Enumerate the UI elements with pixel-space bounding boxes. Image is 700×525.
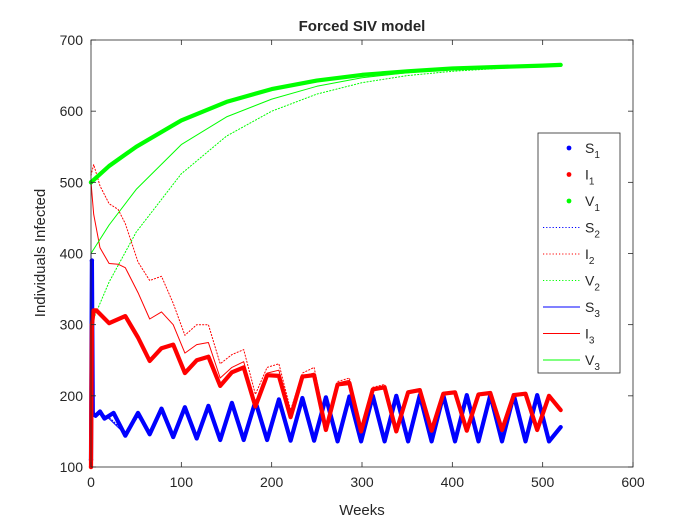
series-i2-line xyxy=(90,164,562,431)
legend: S1 I1 V1 S2 I2 V2 S3 I3 V3 xyxy=(537,132,621,374)
x-tick-label: 300 xyxy=(350,474,374,490)
y-tick-label: 400 xyxy=(60,246,84,262)
legend-label-i3: I3 xyxy=(585,326,595,347)
legend-marker-i1 xyxy=(566,172,572,177)
y-tick-label: 700 xyxy=(60,32,84,48)
legend-label-s3: S3 xyxy=(585,299,600,320)
legend-label-v1: V1 xyxy=(585,193,600,214)
x-axis-label: Weeks xyxy=(339,502,385,519)
x-tick-label: 100 xyxy=(170,474,194,490)
x-tick-label: 400 xyxy=(441,474,465,490)
series-s1-point xyxy=(89,258,95,263)
legend-label-i2: I2 xyxy=(585,246,595,267)
legend-label-s1: S1 xyxy=(585,140,600,161)
y-tick-label: 500 xyxy=(60,174,84,190)
x-tick-label: 0 xyxy=(87,474,95,490)
series-v1-line xyxy=(88,62,563,185)
x-tick-label: 200 xyxy=(260,474,284,490)
y-tick-label: 200 xyxy=(60,388,84,404)
legend-box xyxy=(537,132,621,374)
legend-marker-v1 xyxy=(566,198,572,204)
series-s1-line xyxy=(88,258,563,462)
legend-label-v3: V3 xyxy=(585,352,600,373)
y-axis-label: Individuals Infected xyxy=(32,189,49,317)
y-tick-label: 300 xyxy=(60,317,84,333)
chart-title: Forced SIV model xyxy=(299,18,426,35)
legend-marker-s1 xyxy=(566,145,572,151)
series-i1-line xyxy=(88,308,563,470)
legend-label-s2: S2 xyxy=(585,220,600,241)
x-tick-label: 600 xyxy=(621,474,645,490)
legend-label-i1: I1 xyxy=(585,167,595,188)
legend-label-v2: V2 xyxy=(585,273,600,294)
x-tick-label: 500 xyxy=(531,474,555,490)
y-tick-label: 600 xyxy=(60,103,84,119)
y-tick-label: 100 xyxy=(60,459,84,475)
